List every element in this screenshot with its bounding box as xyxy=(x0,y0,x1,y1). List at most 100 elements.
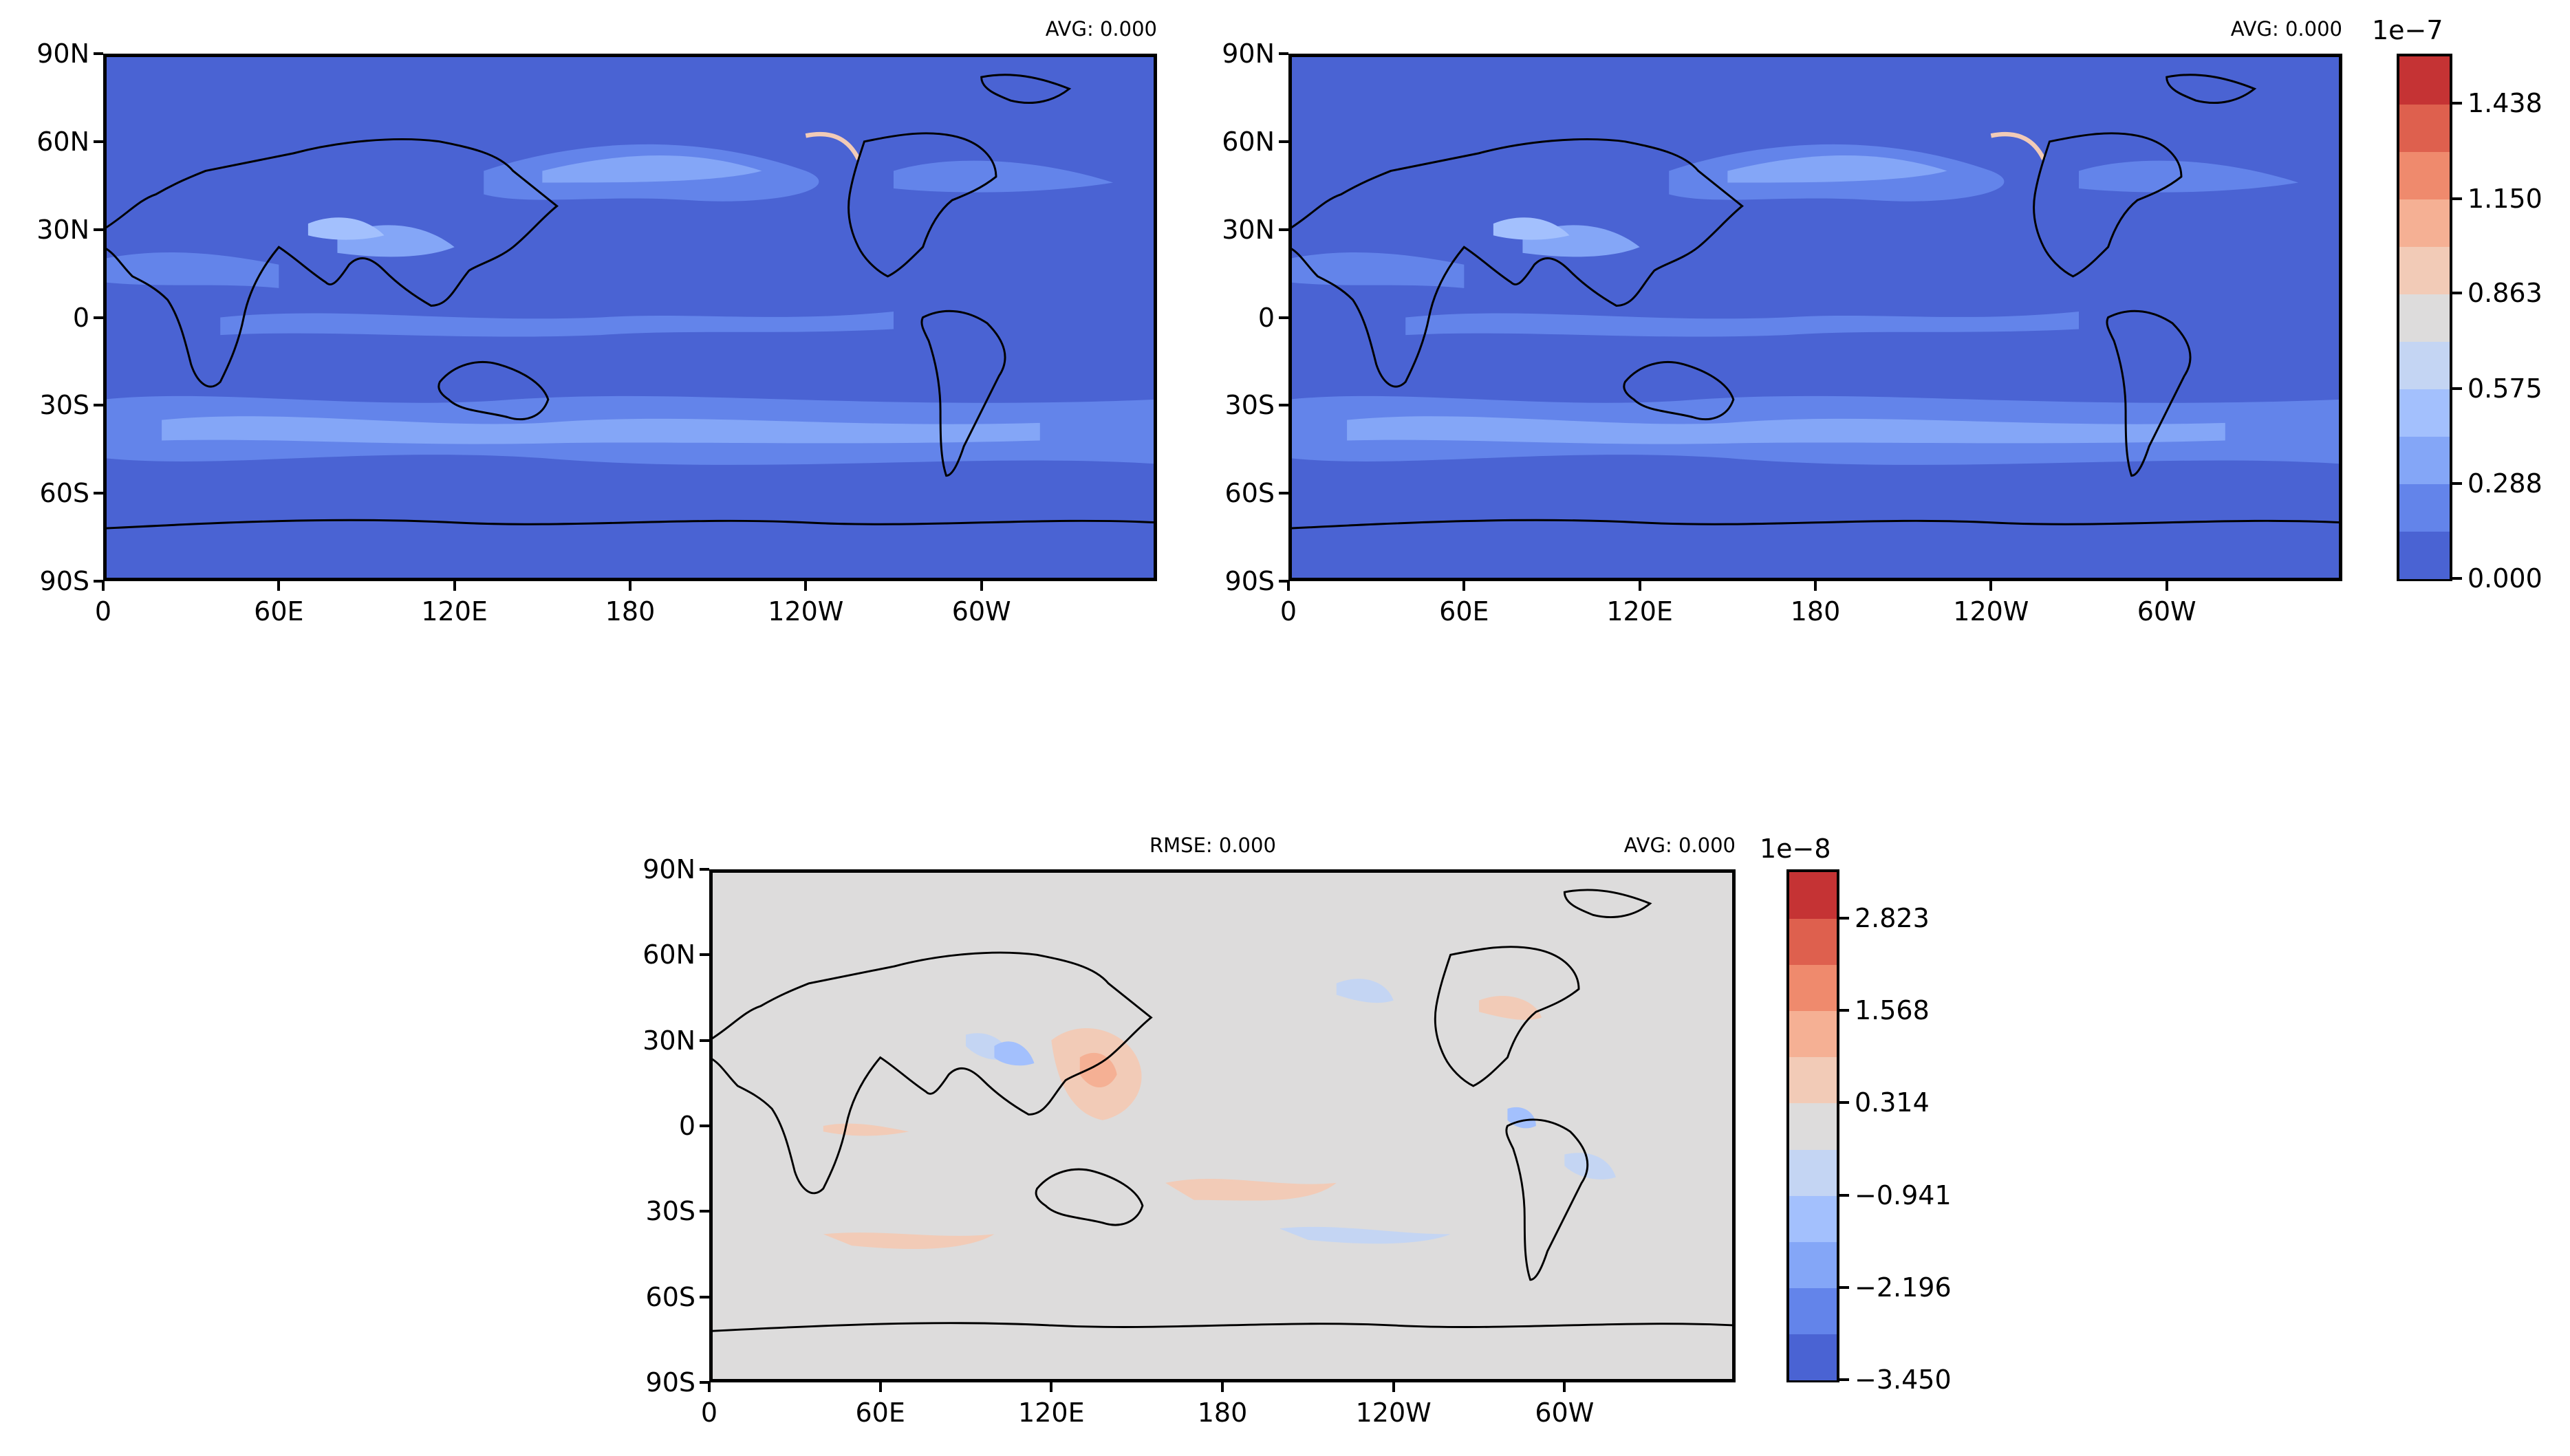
x-tick-label: 60E xyxy=(254,596,304,627)
colorbar-level xyxy=(1789,964,1837,1012)
colorbar-tick xyxy=(1839,1285,1849,1289)
y-tick-label: 90N xyxy=(642,854,695,884)
x-tick-mark xyxy=(1814,581,1817,591)
x-tick-label: 60W xyxy=(951,596,1011,627)
colorbar-level xyxy=(2399,436,2450,484)
colorbar-level xyxy=(2399,341,2450,389)
field-background xyxy=(1288,54,2342,581)
x-tick-label: 0 xyxy=(1279,596,1297,627)
x-tick-label: 60W xyxy=(2137,596,2196,627)
x-tick-label: 180 xyxy=(605,596,656,627)
colorbar-tick-label: 0.863 xyxy=(2468,278,2542,309)
x-tick-label: 60W xyxy=(1535,1398,1595,1428)
x-tick-label: 120W xyxy=(1355,1398,1432,1428)
y-tick-mark xyxy=(94,404,103,407)
coastlines xyxy=(709,889,1736,1332)
x-tick-label: 180 xyxy=(1790,596,1841,627)
colorbar-exponent-label: 1e−7 xyxy=(2372,15,2443,45)
x-tick-label: 60E xyxy=(1439,596,1489,627)
colorbar-level xyxy=(2399,531,2450,579)
y-tick-mark xyxy=(94,52,103,55)
map-frame xyxy=(709,869,1736,1382)
y-tick-label: 90S xyxy=(645,1367,695,1398)
y-tick-label: 30S xyxy=(39,390,89,421)
colorbar-tick xyxy=(1839,1101,1849,1105)
y-tick-label: 90S xyxy=(39,566,89,596)
rmse-annotation: RMSE: 0.000 xyxy=(1149,834,1276,857)
colorbar-level xyxy=(1789,872,1837,920)
colorbar-tick-label: −3.450 xyxy=(1855,1365,1952,1395)
y-tick-mark xyxy=(700,868,709,871)
x-tick-mark xyxy=(1221,1382,1224,1392)
colorbar-tick xyxy=(1839,917,1849,920)
colorbar-level xyxy=(1789,1287,1837,1334)
colorbar-level xyxy=(1789,918,1837,966)
colorbar-bottom xyxy=(1786,869,1839,1382)
x-tick-mark xyxy=(1989,581,1993,591)
colorbar-level xyxy=(2399,389,2450,437)
y-tick-label: 30N xyxy=(642,1025,695,1056)
colorbar-tick-label: 1.150 xyxy=(2468,183,2542,214)
field-background xyxy=(103,54,1157,581)
x-tick-mark xyxy=(980,581,983,591)
y-tick-mark xyxy=(94,580,103,583)
colorbar-tick xyxy=(2452,292,2462,295)
x-tick-mark xyxy=(1287,581,1290,591)
colorbar-level xyxy=(1789,1056,1837,1104)
x-tick-label: 180 xyxy=(1197,1398,1248,1428)
x-tick-mark xyxy=(629,581,631,591)
y-tick-label: 60N xyxy=(36,126,89,157)
x-tick-label: 120W xyxy=(768,596,844,627)
colorbar-tick xyxy=(1839,1193,1849,1197)
y-tick-mark xyxy=(94,316,103,319)
x-tick-label: 120E xyxy=(421,596,488,627)
x-tick-mark xyxy=(804,581,808,591)
y-tick-mark xyxy=(1279,404,1288,407)
colorbar-top xyxy=(2397,54,2452,581)
avg-annotation: AVG: 0.000 xyxy=(1623,834,1736,857)
colorbar-level xyxy=(2399,246,2450,294)
coastlines xyxy=(103,74,1157,530)
x-tick-mark xyxy=(1563,1382,1566,1392)
y-tick-mark xyxy=(1279,52,1288,55)
colorbar-tick xyxy=(2452,102,2462,105)
colorbar-level xyxy=(1789,1195,1837,1242)
colorbar-level xyxy=(2399,56,2450,105)
colorbar-level xyxy=(2399,104,2450,152)
coastlines xyxy=(1288,74,2342,530)
x-tick-mark xyxy=(1462,581,1466,591)
x-tick-label: 120E xyxy=(1018,1398,1085,1428)
colorbar-tick-label: −2.196 xyxy=(1855,1272,1952,1303)
x-tick-mark xyxy=(102,581,105,591)
y-tick-label: 30N xyxy=(36,214,89,245)
y-tick-label: 60N xyxy=(642,939,695,970)
x-tick-label: 0 xyxy=(700,1398,718,1428)
y-tick-mark xyxy=(700,1124,709,1127)
y-tick-mark xyxy=(1279,140,1288,143)
colorbar-tick-label: 1.568 xyxy=(1855,995,1930,1026)
colorbar-tick-label: 0.575 xyxy=(2468,373,2542,404)
y-tick-label: 90N xyxy=(36,39,89,69)
avg-annotation: AVG: 0.000 xyxy=(1045,17,1157,41)
y-tick-mark xyxy=(700,1295,709,1299)
colorbar-tick xyxy=(1839,1378,1849,1381)
y-tick-mark xyxy=(700,1381,709,1384)
colorbar-level xyxy=(2399,294,2450,342)
avg-annotation: AVG: 0.000 xyxy=(2230,17,2342,41)
map-frame xyxy=(103,54,1157,581)
colorbar-tick xyxy=(2452,197,2462,200)
colorbar-tick-label: −0.941 xyxy=(1855,1180,1952,1210)
y-tick-label: 0 xyxy=(1257,302,1275,333)
y-tick-mark xyxy=(1279,492,1288,495)
colorbar-level xyxy=(1789,1241,1837,1288)
colorbar-level xyxy=(1789,1333,1837,1380)
colorbar-level xyxy=(1789,1010,1837,1058)
x-tick-mark xyxy=(708,1382,711,1392)
y-tick-label: 30S xyxy=(645,1196,695,1227)
colorbar-tick xyxy=(1839,1009,1849,1012)
colorbar-tick-label: 0.288 xyxy=(2468,468,2542,499)
y-tick-mark xyxy=(1279,316,1288,319)
map-frame xyxy=(1288,54,2342,581)
y-tick-mark xyxy=(94,492,103,495)
